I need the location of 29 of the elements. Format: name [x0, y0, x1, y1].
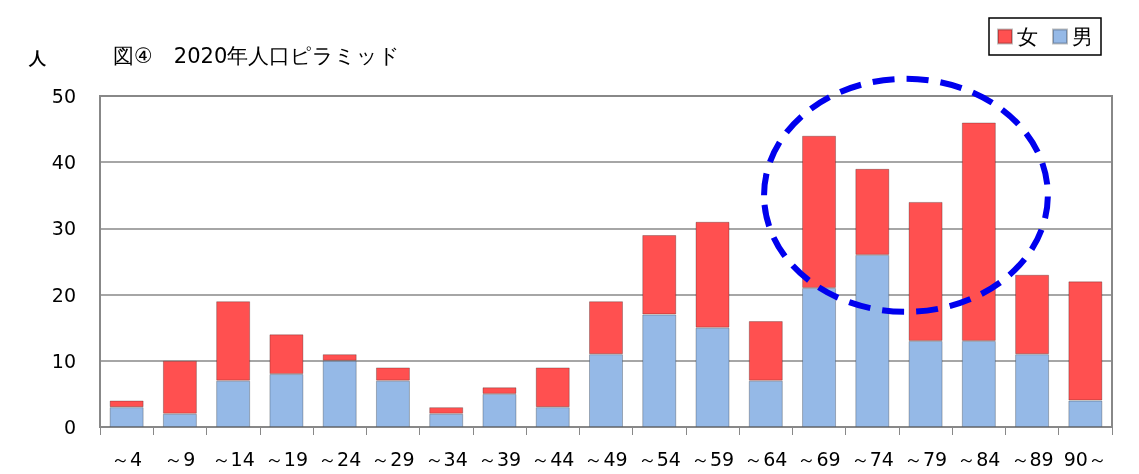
x-tick-label: ～54 [637, 447, 681, 470]
x-tick-label: ～14 [211, 447, 255, 470]
x-tick-label: ～79 [903, 447, 948, 470]
y-tick-label: 20 [51, 283, 76, 306]
legend-label: 女 [1017, 24, 1038, 49]
x-tick-label: ～64 [744, 447, 788, 470]
x-tick-label: ～39 [477, 447, 522, 470]
x-tick-label: ～49 [584, 447, 628, 470]
x-tick-label: 90～ [1063, 447, 1107, 470]
x-tick-label: ～24 [318, 447, 362, 470]
y-tick-label: 30 [51, 217, 76, 240]
x-tick-label: ～9 [164, 447, 196, 470]
x-tick-label: ～89 [1010, 447, 1054, 470]
x-tick-label: ～19 [264, 447, 309, 470]
x-tick-label: ～84 [957, 447, 1001, 470]
x-tick-label: ～34 [424, 447, 468, 470]
y-tick-label: 10 [51, 349, 76, 372]
y-axis-title: 人 [28, 47, 47, 68]
chart-title: 図④ 2020年人口ピラミッド [113, 43, 401, 68]
legend-label: 男 [1072, 24, 1093, 49]
y-tick-label: 0 [63, 416, 76, 438]
x-tick-label: ～74 [850, 447, 894, 470]
y-tick-label: 50 [51, 85, 76, 107]
x-tick-label: ～59 [690, 447, 735, 470]
x-tick-label: ～4 [111, 447, 143, 470]
x-tick-label: ～69 [797, 447, 841, 470]
y-tick-label: 40 [51, 151, 76, 174]
x-tick-label: ～29 [371, 447, 415, 470]
x-tick-label: ～44 [531, 447, 575, 470]
